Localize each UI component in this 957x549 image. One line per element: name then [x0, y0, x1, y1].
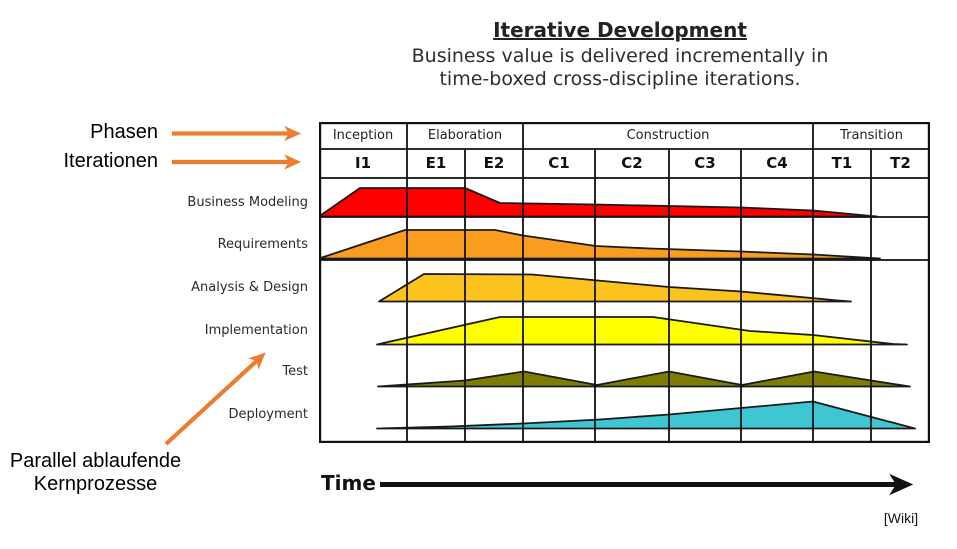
hump-deployment: [376, 400, 916, 430]
iteration-cell-c3: C3: [694, 154, 716, 172]
iteration-cell-t1: T1: [831, 154, 853, 172]
subtitle-line-2: time-boxed cross-discipline iterations.: [439, 68, 801, 90]
phases-annotation: Phasen: [90, 121, 158, 143]
title-block: Iterative Development Business value is …: [295, 18, 945, 91]
discipline-label-requirements: Requirements: [217, 237, 308, 252]
discipline-label-deployment: Deployment: [228, 407, 308, 422]
iteration-cell-c4: C4: [766, 154, 788, 172]
phase-cell-construction: Construction: [626, 128, 710, 143]
iteration-cell-t2: T2: [890, 154, 911, 172]
iteration-cell-c2: C2: [621, 154, 643, 172]
iteration-cell-i1: I1: [354, 154, 372, 172]
iteration-cell-c1: C1: [548, 154, 570, 172]
process-grid: [319, 122, 930, 443]
hump-analysis-design: [378, 273, 852, 303]
iteration-cell-e2: E2: [483, 154, 505, 172]
hump-business-modeling: [319, 187, 878, 218]
diagram-title: Iterative Development: [493, 18, 747, 42]
phase-cell-transition: Transition: [840, 128, 903, 143]
discipline-label-implementation: Implementation: [204, 323, 308, 338]
attribution-label: [Wiki]: [883, 510, 919, 526]
hump-implementation: [376, 316, 908, 346]
parallel-annotation-line-1: Parallel ablaufende: [9, 450, 182, 472]
parallel-processes-annotation: Parallel ablaufende Kernprozesse: [3, 450, 188, 496]
grid-lines: [319, 122, 930, 443]
iteration-cell-e1: E1: [425, 154, 447, 172]
phase-cell-inception: Inception: [332, 128, 394, 143]
hump-test: [377, 370, 911, 388]
iterations-annotation: Iterationen: [63, 150, 158, 172]
discipline-label-test: Test: [282, 364, 308, 379]
discipline-label-business-modeling: Business Modeling: [187, 195, 308, 210]
humps-layer: [319, 187, 916, 430]
diagram-subtitle: Business value is delivered incrementall…: [295, 45, 945, 91]
time-axis-label: Time: [321, 471, 376, 495]
discipline-label-analysis-design: Analysis & Design: [191, 280, 308, 295]
subtitle-line-1: Business value is delivered incrementall…: [411, 45, 829, 67]
parallel-annotation-line-2: Kernprozesse: [33, 473, 158, 495]
hump-requirements: [319, 229, 881, 260]
phase-cell-elaboration: Elaboration: [427, 128, 503, 143]
